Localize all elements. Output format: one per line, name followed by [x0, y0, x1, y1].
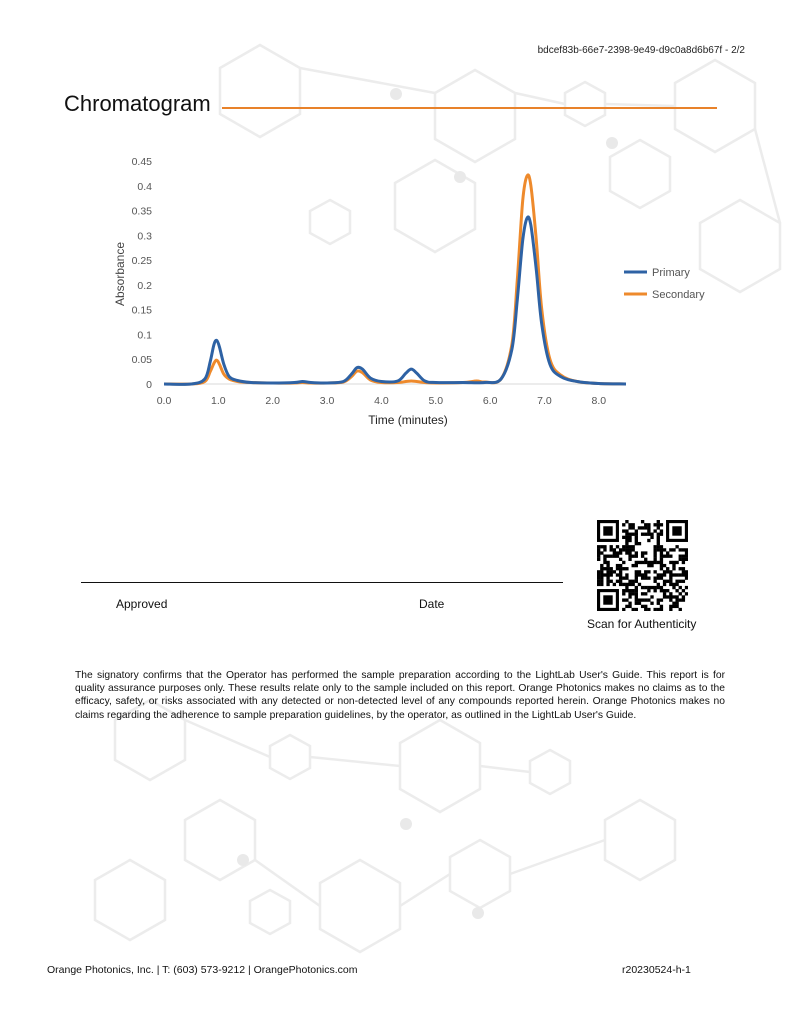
footer-contact: Orange Photonics, Inc. | T: (603) 573-92… [47, 964, 358, 976]
series-layer [163, 173, 627, 386]
date-label: Date [419, 597, 445, 611]
y-axis-label: Absorbance [113, 242, 127, 306]
title-rule [222, 107, 717, 109]
disclaimer-text: The signatory confirms that the Operator… [75, 670, 725, 721]
y-tick-label: 0.4 [137, 181, 152, 193]
y-tick-label: 0.25 [132, 255, 153, 267]
y-tick-label: 0 [146, 379, 152, 391]
x-tick-label: 5.0 [428, 395, 443, 407]
signature-line [81, 582, 563, 583]
series-line-secondary [163, 173, 627, 386]
x-tick-label: 6.0 [483, 395, 498, 407]
x-tick-label: 3.0 [320, 395, 335, 407]
y-tick-label: 0.35 [132, 206, 153, 218]
qr-caption: Scan for Authenticity [587, 617, 697, 631]
y-tick-label: 0.15 [132, 305, 153, 317]
section-title: Chromatogram [64, 91, 211, 116]
legend-label-secondary: Secondary [652, 289, 705, 301]
y-tick-label: 0.3 [137, 230, 152, 242]
x-tick-label: 8.0 [592, 395, 607, 407]
chromatogram-chart: 0.45 0.4 0.35 0.3 0.25 0.2 0.15 0.1 0.05 0 0.0 1.0… [113, 156, 705, 427]
x-tick-label: 4.0 [374, 395, 389, 407]
y-tick-label: 0.2 [137, 280, 152, 292]
x-axis-label: Time (minutes) [368, 413, 448, 427]
y-tick-label: 0.45 [132, 156, 153, 168]
y-tick-label: 0.1 [137, 329, 152, 341]
x-tick-label: 2.0 [265, 395, 280, 407]
x-axis-ticks: 0.0 1.0 2.0 3.0 4.0 5.0 6.0 7.0 8.0 [157, 395, 607, 407]
y-axis-ticks: 0.45 0.4 0.35 0.3 0.25 0.2 0.15 0.1 0.05 0 [132, 156, 153, 391]
approved-label: Approved [116, 597, 168, 611]
x-tick-label: 0.0 [157, 395, 172, 407]
y-tick-label: 0.05 [132, 354, 153, 366]
document-id: bdcef83b-66e7-2398-9e49-d9c0a8d6b67f - 2… [537, 45, 745, 56]
authenticity-qr-code[interactable] [597, 520, 688, 611]
x-tick-label: 7.0 [537, 395, 552, 407]
legend-label-primary: Primary [652, 267, 690, 279]
series-line-primary [163, 215, 627, 386]
chart-legend: Primary Secondary [624, 267, 705, 301]
footer-revision: r20230524-h-1 [622, 964, 691, 976]
x-tick-label: 1.0 [211, 395, 226, 407]
